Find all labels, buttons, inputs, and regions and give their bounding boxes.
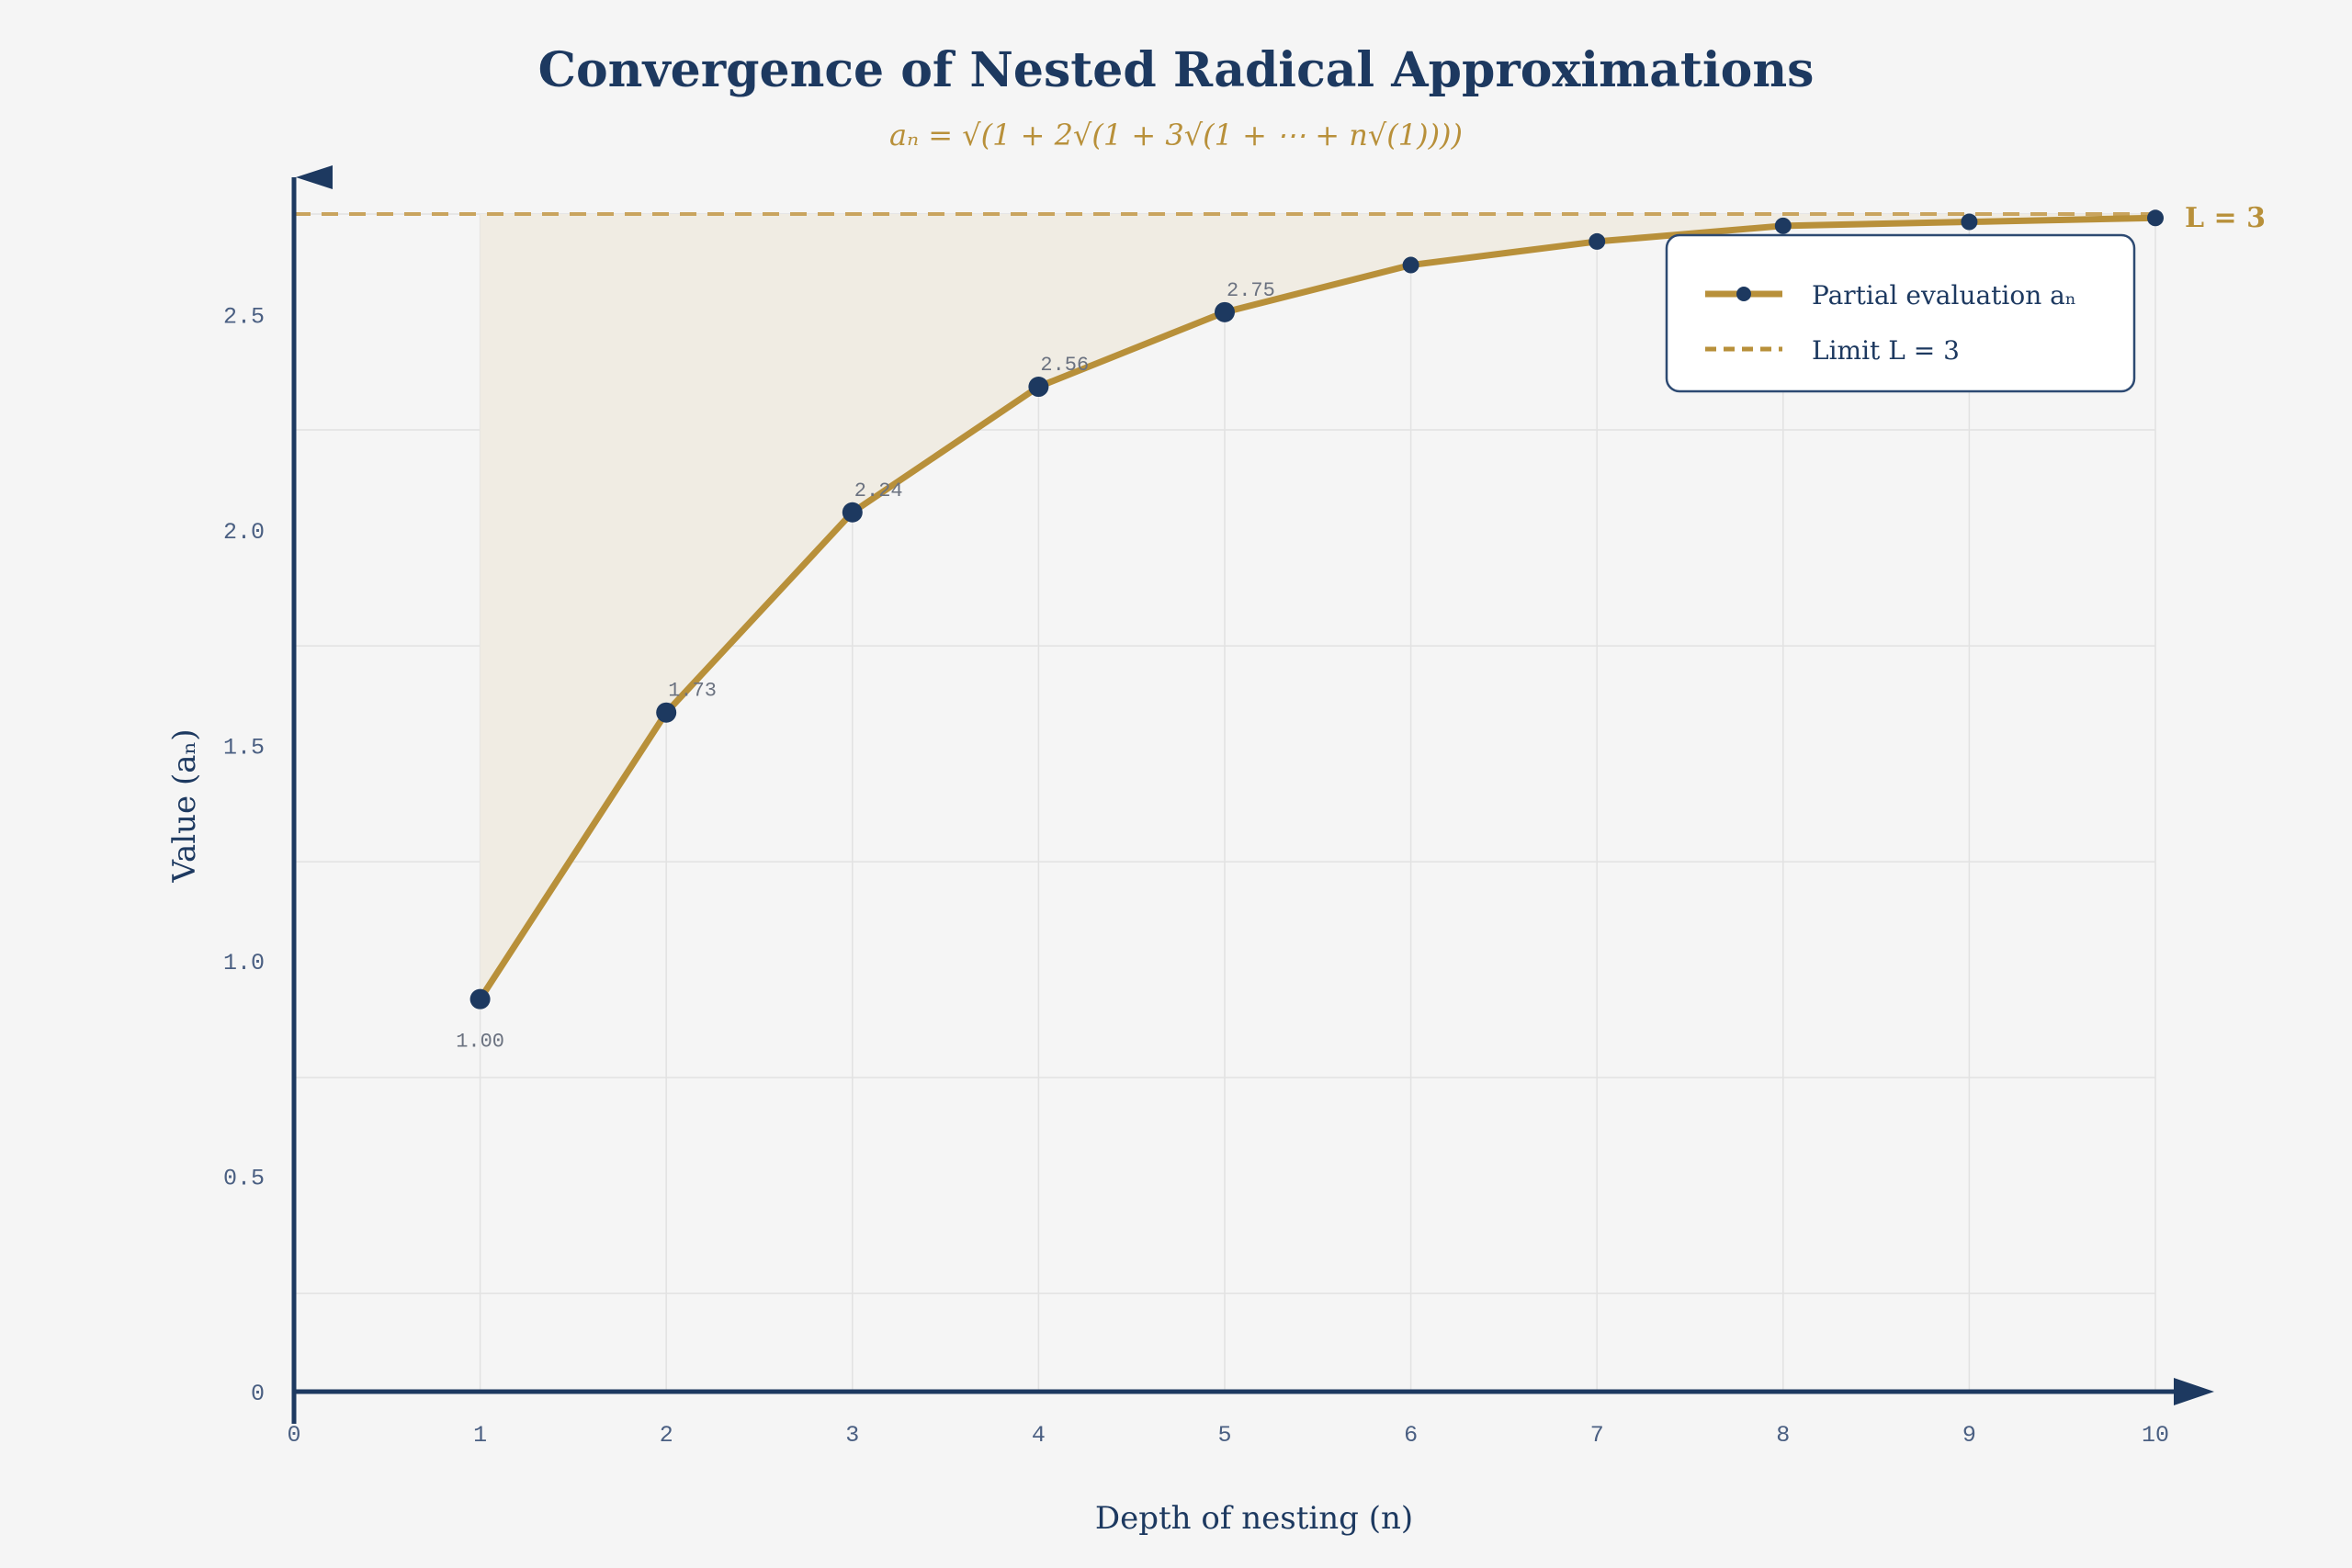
x-tick-label: 1 [473, 1422, 487, 1449]
x-tick-label: 8 [1776, 1422, 1790, 1449]
data-label: 2.24 [854, 479, 903, 502]
data-point [656, 702, 677, 723]
data-point [1589, 232, 1606, 250]
y-tick-label: 2.5 [223, 304, 265, 331]
data-point [1028, 377, 1049, 398]
y-tick-label: 0.5 [223, 1166, 265, 1192]
data-point [2147, 209, 2164, 227]
x-axis-label: Depth of nesting (n) [1095, 1500, 1413, 1537]
legend: Partial evaluation aₙ Limit L = 3 [1665, 233, 2136, 393]
x-tick-label: 0 [287, 1422, 300, 1449]
chart-subtitle: aₙ = √(1 + 2√(1 + 3√(1 + ⋯ + n√(1)))) [889, 118, 1463, 152]
series-line [477, 214, 2156, 1001]
limit-label: L = 3 [2185, 202, 2266, 234]
y-tick-label: 1.5 [223, 735, 265, 761]
data-label: 2.56 [1040, 354, 1089, 377]
x-tick-label: 5 [1217, 1422, 1231, 1449]
x-tick-label: 6 [1404, 1422, 1418, 1449]
x-tick-label: 9 [1962, 1422, 1976, 1449]
data-label: 2.75 [1227, 279, 1275, 302]
y-tick-label: 2.0 [223, 519, 265, 546]
data-point [842, 502, 863, 523]
y-tick-labels: 0 0.5 1.0 1.5 2.0 2.5 [223, 304, 265, 1408]
legend-marker-swatch [1736, 287, 1751, 301]
y-tick-label: 0 [251, 1381, 265, 1407]
legend-box [1665, 233, 2136, 393]
data-point [1774, 217, 1792, 234]
data-point [1402, 256, 1419, 274]
x-tick-label: 4 [1032, 1422, 1046, 1449]
y-axis-label: Value (aₙ) [166, 729, 203, 884]
chart-title: Convergence of Nested Radical Approximat… [538, 42, 1815, 98]
data-point [1215, 301, 1235, 322]
data-point [1961, 213, 1978, 231]
area-fill-between-curve-and-limit [480, 214, 2155, 999]
x-tick-label: 7 [1590, 1422, 1604, 1449]
x-tick-label: 2 [660, 1422, 673, 1449]
axes [291, 165, 2214, 1424]
x-tick-label: 3 [845, 1422, 859, 1449]
data-labels: 1.00 1.73 2.24 2.56 2.75 [456, 279, 1275, 1054]
data-label: 1.73 [668, 680, 717, 703]
legend-label-series: Partial evaluation aₙ [1812, 280, 2076, 310]
data-point [469, 988, 491, 1010]
x-tick-labels: 0 1 2 3 4 5 6 7 8 9 10 [287, 1422, 2169, 1449]
y-axis-flag-icon [296, 165, 333, 189]
y-tick-label: 1.0 [223, 950, 265, 976]
x-tick-label: 10 [2142, 1422, 2169, 1449]
x-axis-arrow-icon [2174, 1378, 2214, 1405]
legend-label-limit: Limit L = 3 [1812, 335, 1960, 366]
series-points [469, 209, 2164, 1010]
data-label: 1.00 [456, 1031, 504, 1054]
